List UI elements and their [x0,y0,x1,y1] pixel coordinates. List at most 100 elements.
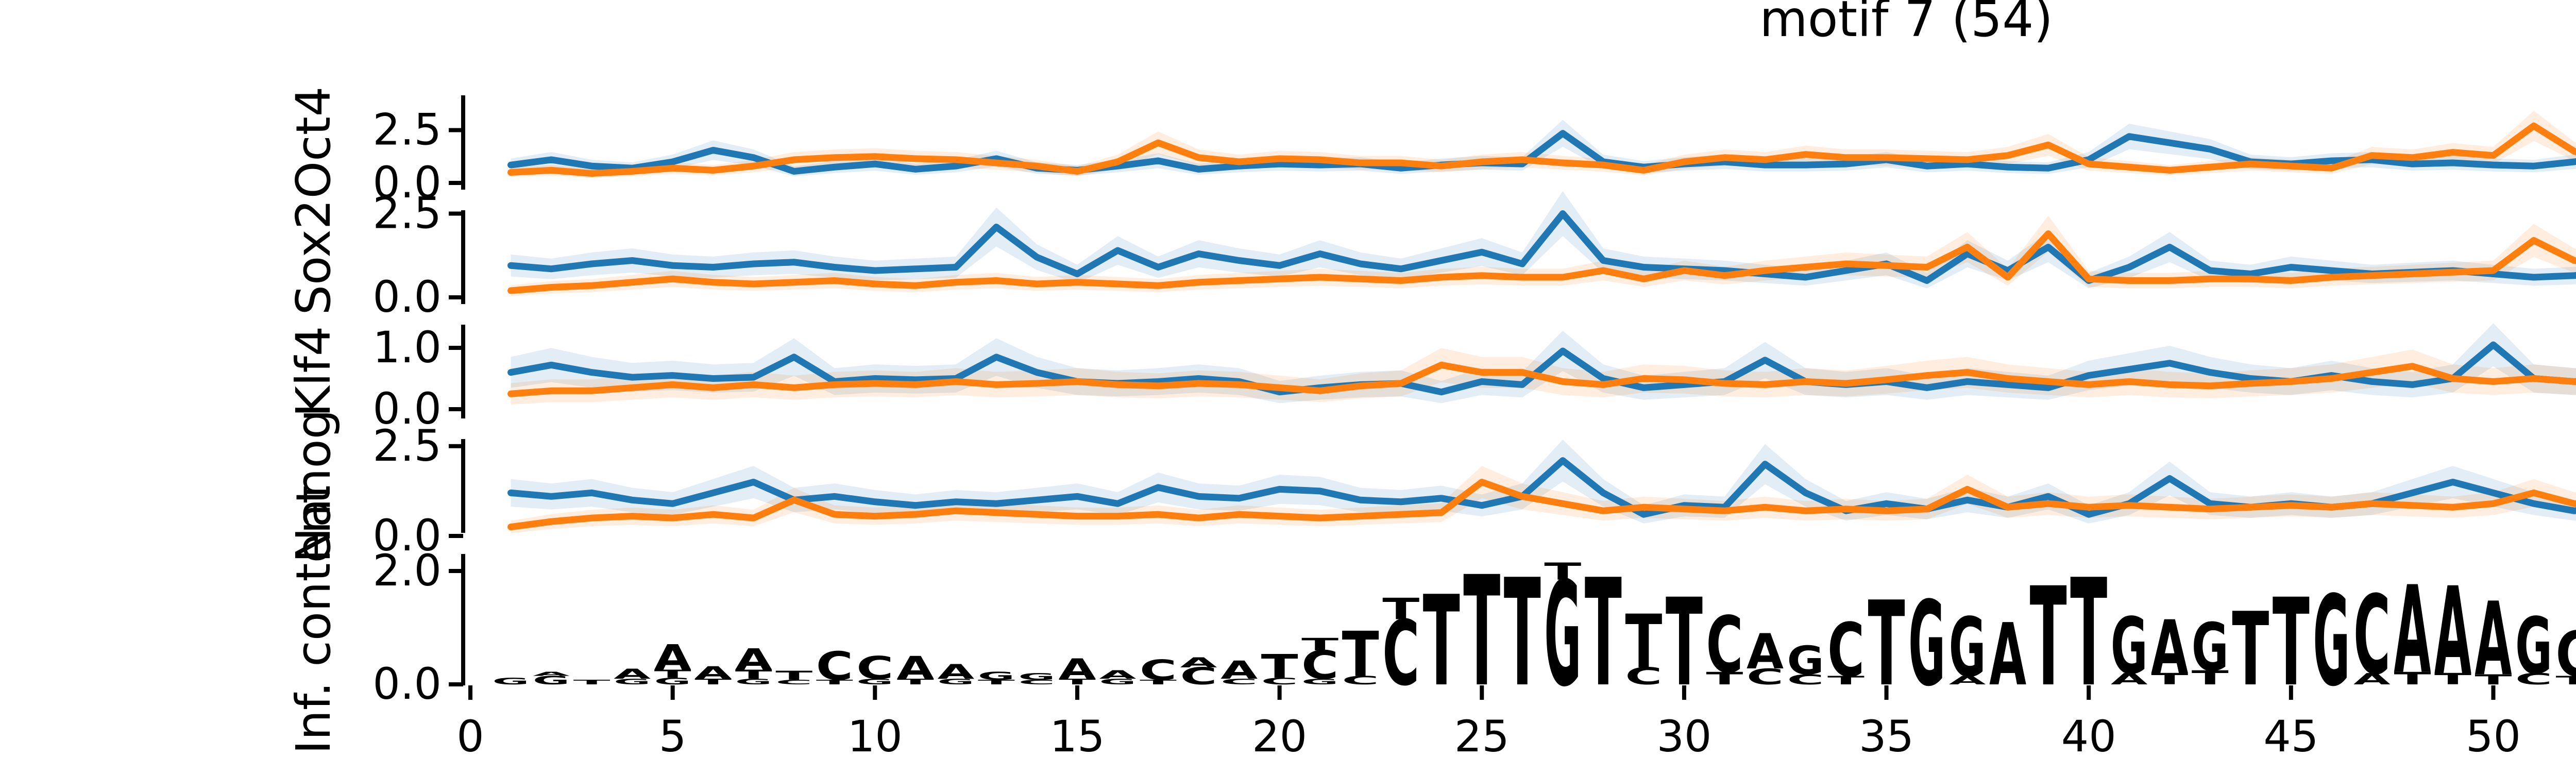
sox2-orange-line [507,230,2576,294]
logo-letter-A: A [1949,674,1986,687]
logo-letter-glyph-G: G [937,677,974,686]
logo-letter-glyph-A: A [533,671,570,677]
logo-letter-glyph-G: G [978,670,1015,683]
logo-letter-glyph-C: C [1301,643,1338,688]
xtick-label: 5 [659,711,686,762]
logo-letter-glyph-T: T [2556,674,2576,687]
panel-sox2-ytick-label: 2.5 [372,188,442,239]
xtick-label: 50 [2466,711,2521,762]
logo-letter-T: T [978,679,1015,686]
panel-nanog-ytick-label: 2.5 [372,421,442,471]
logo-letter-T: T [1544,558,1581,585]
logo-letter-C: C [816,644,853,689]
logo-letter-glyph-T: T [2475,671,2512,687]
logo-letter-glyph-G: G [2515,601,2552,692]
logo-letter-glyph-T: T [694,677,732,686]
logo-letter-T: T [2030,559,2067,717]
logo-letter-G: G [493,676,530,686]
logo-letter-C: C [1140,654,1177,686]
logo-letter-T: T [2556,674,2576,687]
logo-ytick-label: 2.0 [372,545,442,596]
logo-letter-glyph-G: G [493,676,530,686]
logo-letter-glyph-A: A [1989,606,2026,705]
logo-letter-glyph-A: A [614,666,651,682]
logo-letter-glyph-C: C [1625,663,1662,690]
logo-letter-C: C [1018,679,1055,686]
logo-letter-glyph-A: A [897,650,934,686]
logo-letter-A: A [614,666,651,682]
panel-nanog-ylabel: Nanog [286,409,341,563]
logo-letter-glyph-G: G [2111,601,2148,692]
logo-letter-glyph-T: T [1059,677,1096,686]
logo-letter-G: G [1949,601,1986,696]
logo-letter-glyph-C: C [1221,677,1258,686]
xtick-label: 35 [1859,711,1914,762]
oct4-orange-line [507,122,2576,177]
x-axis: 0510152025303540455055606570 [456,685,2521,762]
logo-letter-glyph-A: A [1949,674,1986,687]
logo-letter-glyph-A: A [2475,581,2512,698]
panel-klf4-ytick-label: 0.0 [372,383,442,434]
logo-letter-glyph-C: C [2556,618,2576,691]
logo-letter-glyph-T: T [2192,666,2229,689]
logo-letter-T: T [2394,668,2431,688]
logo-letter-G: G [735,677,772,686]
logo-letter-A: A [937,660,974,683]
panel-nanog-ytick-label: 0.0 [372,510,442,561]
logo-letter-T: T [1504,547,1541,719]
logo-letter-glyph-G: G [1908,577,1945,713]
logo-letter-glyph-C: C [1827,608,1865,694]
logo-letter-glyph-C: C [1261,676,1298,686]
logo-letter-C: C [2556,618,2576,691]
panel-oct4-ytick-label: 2.5 [372,105,442,155]
logo-letter-T: T [775,668,813,683]
logo-letter-C: C [1382,602,1419,706]
sox2-orange-band [511,215,2576,296]
logo-letter-C: C [775,679,812,686]
panel-oct4-ylabel: Oct4 [286,87,341,199]
logo-letter-glyph-C: C [1342,674,1379,687]
logo-letter-C: C [856,650,893,686]
logo-letter-C: C [1342,674,1379,687]
logo-letter-T: T [1625,599,1662,685]
logo-letter-glyph-T: T [2030,559,2067,717]
logo-letter-glyph-A: A [1747,624,1784,680]
logo-letter-glyph-A: A [654,637,691,678]
logo-letter-G: G [533,674,570,687]
logo-letter-G: G [1018,671,1055,682]
logo-letter-glyph-A: A [2111,670,2148,688]
logo-letter-G: G [1544,552,1581,718]
logo-letter-glyph-A: A [2394,561,2431,701]
logo-letter-A: A [694,663,732,683]
logo-letter-T: T [1342,618,1379,691]
logo-letter-T: T [654,668,691,681]
chart-title: motif 7 (54) [1759,0,2053,48]
logo-letter-T: T [897,677,934,686]
logo-ylabel: Inf. content [286,485,341,754]
logo-letter-C: C [2515,670,2552,688]
panel-klf4-ytick-label: 1.0 [372,322,442,373]
logo-letter-G: G [2313,569,2350,714]
logo-letter-glyph-G: G [856,677,893,686]
logo-letter-T: T [1140,679,1177,686]
logo-letter-A: A [1747,624,1784,680]
logo-letter-glyph-C: C [1018,679,1055,686]
profile-panels: 0.02.5Oct40.02.5Sox20.01.0Klf40.02.5Nano… [286,87,2576,563]
logo-letter-glyph-T: T [2394,668,2431,688]
profile-panel-oct4: 0.02.5 Oct4 [286,87,2576,208]
klf4-orange-line [507,361,2576,397]
profile-panel-sox2: 0.0 2.5 Sox2 [286,188,2576,322]
logo-letter-G: G [654,676,691,686]
logo-letter-glyph-T: T [816,679,854,686]
panel-sox2-ytick-label: 0.0 [372,272,442,322]
logo-letter-T: T [1585,547,1622,719]
xtick-label: 10 [848,711,903,762]
logo-letter-T: T [2151,670,2188,688]
logo-letter-T: T [1059,677,1096,686]
xtick-label: 0 [456,711,484,762]
logo-letter-T: T [816,679,854,686]
logo-letter-C: C [1261,676,1298,686]
logo-letter-glyph-C: C [1706,600,1743,691]
logo-letter-G: G [2111,601,2148,692]
logo-letter-glyph-A: A [694,663,732,683]
